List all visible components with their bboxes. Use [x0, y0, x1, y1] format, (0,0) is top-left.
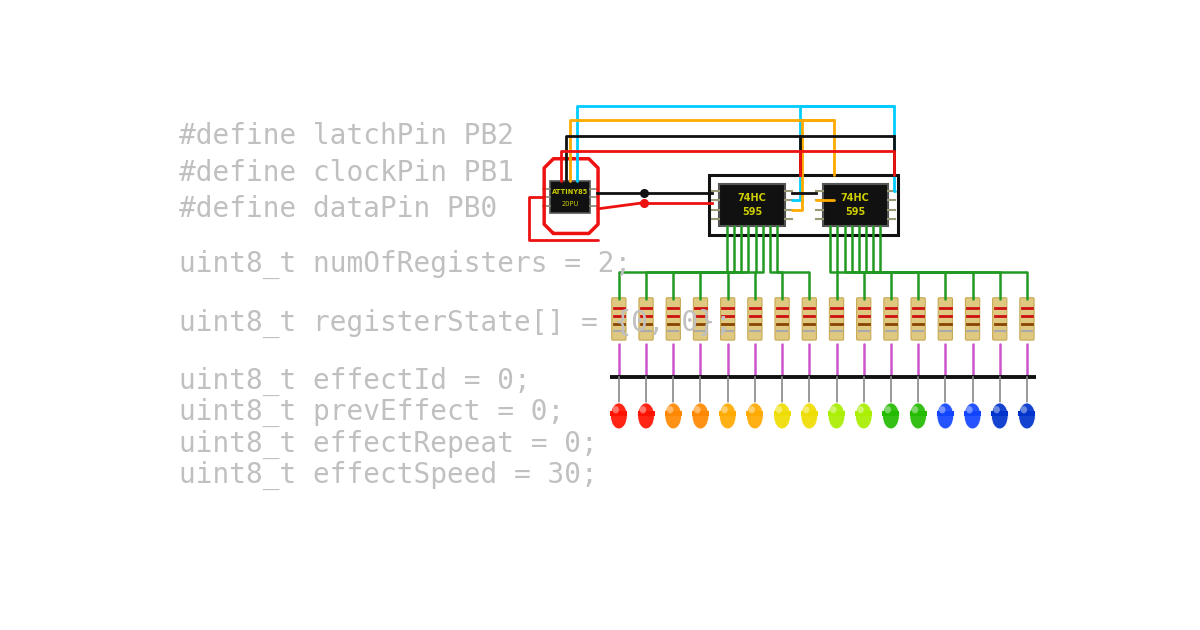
FancyBboxPatch shape: [964, 411, 982, 416]
FancyBboxPatch shape: [802, 298, 816, 340]
FancyBboxPatch shape: [966, 298, 979, 340]
Text: #define dataPin PB0: #define dataPin PB0: [179, 195, 497, 223]
Text: #define latchPin PB2: #define latchPin PB2: [179, 122, 514, 150]
Text: uint8_t registerState[] = {0, 0};: uint8_t registerState[] = {0, 0};: [179, 309, 732, 338]
FancyBboxPatch shape: [775, 298, 790, 340]
Text: 20PU: 20PU: [562, 201, 580, 207]
FancyBboxPatch shape: [774, 411, 791, 416]
FancyBboxPatch shape: [938, 298, 953, 340]
Ellipse shape: [910, 403, 926, 429]
FancyBboxPatch shape: [746, 411, 763, 416]
Ellipse shape: [775, 406, 782, 413]
FancyBboxPatch shape: [937, 411, 954, 416]
FancyBboxPatch shape: [828, 411, 845, 416]
Ellipse shape: [882, 403, 899, 429]
Ellipse shape: [665, 403, 682, 429]
FancyBboxPatch shape: [829, 298, 844, 340]
FancyBboxPatch shape: [822, 184, 888, 226]
FancyBboxPatch shape: [551, 181, 590, 214]
Text: 74HC: 74HC: [841, 193, 870, 203]
FancyBboxPatch shape: [719, 411, 736, 416]
Ellipse shape: [667, 406, 673, 413]
Text: uint8_t effectRepeat = 0;: uint8_t effectRepeat = 0;: [179, 430, 598, 459]
Text: ATTINY85: ATTINY85: [552, 189, 588, 195]
Ellipse shape: [940, 406, 946, 413]
Text: #define clockPin PB1: #define clockPin PB1: [179, 159, 514, 186]
Ellipse shape: [640, 406, 646, 413]
FancyBboxPatch shape: [856, 411, 872, 416]
FancyBboxPatch shape: [992, 298, 1007, 340]
Ellipse shape: [611, 403, 628, 429]
Ellipse shape: [800, 403, 817, 429]
Ellipse shape: [858, 406, 864, 413]
Ellipse shape: [694, 406, 701, 413]
Ellipse shape: [991, 403, 1008, 429]
Ellipse shape: [994, 406, 1000, 413]
Ellipse shape: [884, 406, 892, 413]
FancyBboxPatch shape: [611, 411, 628, 416]
FancyBboxPatch shape: [719, 184, 785, 226]
Ellipse shape: [749, 406, 755, 413]
FancyBboxPatch shape: [692, 411, 709, 416]
FancyBboxPatch shape: [637, 411, 654, 416]
FancyBboxPatch shape: [612, 298, 626, 340]
Text: uint8_t prevEffect = 0;: uint8_t prevEffect = 0;: [179, 398, 564, 427]
Ellipse shape: [828, 403, 845, 429]
FancyBboxPatch shape: [911, 298, 925, 340]
Ellipse shape: [612, 406, 619, 413]
Ellipse shape: [1019, 403, 1036, 429]
Text: uint8_t effectSpeed = 30;: uint8_t effectSpeed = 30;: [179, 461, 598, 490]
Text: uint8_t numOfRegisters = 2;: uint8_t numOfRegisters = 2;: [179, 250, 631, 279]
FancyBboxPatch shape: [638, 298, 653, 340]
Ellipse shape: [637, 403, 654, 429]
Ellipse shape: [719, 403, 736, 429]
Ellipse shape: [937, 403, 954, 429]
FancyBboxPatch shape: [720, 298, 734, 340]
Ellipse shape: [721, 406, 728, 413]
Text: 74HC: 74HC: [738, 193, 767, 203]
FancyBboxPatch shape: [665, 411, 682, 416]
Ellipse shape: [692, 403, 709, 429]
Text: 595: 595: [742, 207, 762, 217]
FancyBboxPatch shape: [882, 411, 899, 416]
Ellipse shape: [774, 403, 791, 429]
Bar: [709, 175, 898, 236]
Text: uint8_t effectId = 0;: uint8_t effectId = 0;: [179, 367, 530, 396]
FancyBboxPatch shape: [883, 298, 898, 340]
Ellipse shape: [803, 406, 810, 413]
FancyBboxPatch shape: [1020, 298, 1034, 340]
FancyBboxPatch shape: [666, 298, 680, 340]
FancyBboxPatch shape: [800, 411, 817, 416]
FancyBboxPatch shape: [857, 298, 871, 340]
Ellipse shape: [964, 403, 982, 429]
FancyBboxPatch shape: [910, 411, 926, 416]
FancyBboxPatch shape: [748, 298, 762, 340]
FancyBboxPatch shape: [694, 298, 708, 340]
Ellipse shape: [746, 403, 763, 429]
Text: 595: 595: [845, 207, 865, 217]
FancyBboxPatch shape: [1019, 411, 1036, 416]
Ellipse shape: [966, 406, 973, 413]
Ellipse shape: [912, 406, 918, 413]
Ellipse shape: [830, 406, 836, 413]
FancyBboxPatch shape: [991, 411, 1008, 416]
Ellipse shape: [1021, 406, 1027, 413]
Ellipse shape: [856, 403, 872, 429]
